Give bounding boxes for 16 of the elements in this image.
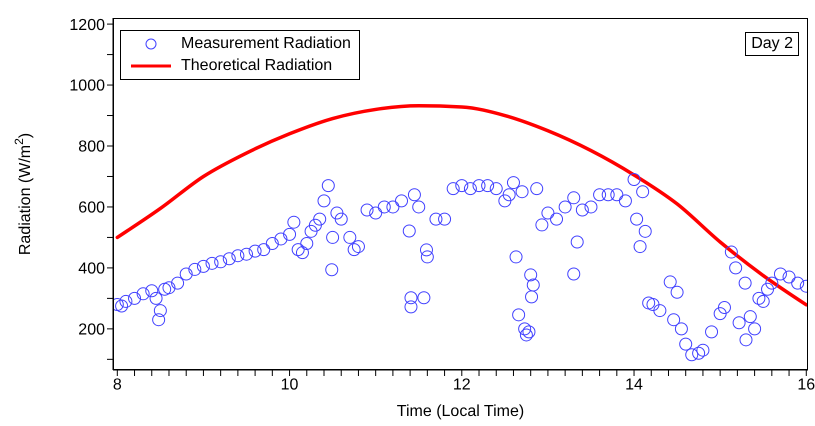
x-tick-label: 12: [452, 376, 471, 394]
x-tick-label: 8: [112, 376, 122, 394]
x-axis-title: Time (Local Time): [396, 403, 524, 420]
legend-label: Measurement Radiation: [181, 35, 351, 53]
annotation: Day 2: [745, 32, 799, 56]
line-series: [116, 104, 808, 307]
legend-label: Theoretical Radiation: [181, 57, 332, 75]
y-tick-label: 800: [78, 138, 106, 156]
x-tick-label: 10: [280, 376, 299, 394]
y-tick-label: 200: [78, 322, 106, 339]
y-tick-label: 1000: [69, 78, 106, 95]
x-tick-label: 14: [625, 376, 644, 394]
y-tick-label: 600: [78, 200, 106, 217]
x-tick-label: 16: [797, 376, 815, 394]
y-tick-label: 400: [78, 260, 106, 278]
y-tick-label: 1200: [69, 16, 106, 34]
